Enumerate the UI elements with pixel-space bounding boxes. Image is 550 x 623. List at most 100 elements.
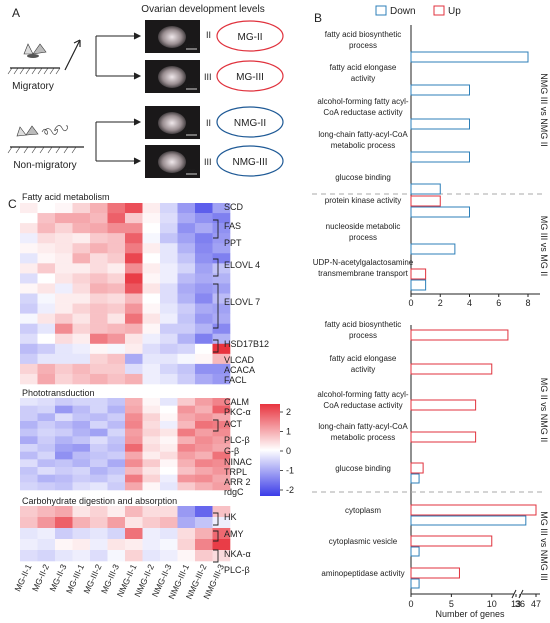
heatmap-cell (195, 459, 213, 468)
stage-label-nmg-ii: NMG-II (234, 118, 266, 129)
heatmap-cell (212, 273, 231, 284)
heatmap-cell (90, 550, 108, 562)
heatmap-cell (20, 253, 38, 264)
bottom-category-label: fatty acid biosynthetic (325, 320, 401, 329)
heatmap-cell (177, 467, 196, 475)
top-category-label: UDP-N-acetylgalactosamine (313, 258, 414, 267)
heatmap-cell (160, 405, 178, 414)
heatmap-cell (20, 506, 38, 518)
nmg-iii-ellipse (216, 145, 284, 177)
bar-up (410, 504, 537, 516)
heatmap-cell (37, 428, 56, 437)
heatmap-cell (142, 444, 161, 452)
heatmap-cell (107, 353, 126, 365)
heatmap-cell (90, 405, 108, 414)
heatmap-cell (195, 444, 213, 452)
heatmap-cell (107, 273, 126, 284)
heatmap-cell (55, 353, 73, 365)
heatmap-cell (160, 353, 178, 365)
heatmap-cell (20, 343, 38, 355)
heatmap-cell (125, 333, 143, 345)
heatmap-cell (142, 303, 161, 314)
heatmap-cell (212, 253, 231, 264)
gene-label-fatty: PPT (224, 238, 242, 248)
heatmap-cell (55, 303, 73, 314)
heatmap-cell (20, 398, 38, 406)
heatmap-cell (125, 467, 143, 475)
heatmap-cell (212, 421, 231, 429)
heatmap-cell (212, 539, 231, 551)
section-title-carbohydrate: Carbohydrate digestion and absorption (22, 496, 177, 506)
heatmap-cell (37, 283, 56, 294)
heatmap-cell (55, 273, 73, 284)
heatmap-cell (90, 413, 108, 422)
heatmap-cell (125, 482, 143, 491)
heatmap-cell (90, 223, 108, 234)
heatmap-cell (195, 539, 213, 551)
heatmap-cell (160, 243, 178, 254)
heatmap-cell (195, 467, 213, 475)
heatmap-cell (20, 517, 38, 529)
heatmap-cell (37, 421, 56, 429)
heatmap-cell (195, 213, 213, 224)
ovary-photo-nmg-iii-scale-text: 2 mm (184, 168, 196, 173)
heatmap-cell (37, 253, 56, 264)
heatmap-cell (107, 421, 126, 429)
heatmap-cell (160, 293, 178, 304)
heatmap-cell (55, 253, 73, 264)
heatmap-cell (37, 223, 56, 234)
heatmap-cell (72, 263, 91, 274)
bar-down (410, 546, 420, 557)
top-category-label: long-chain fatty-acyl-CoA (318, 130, 408, 139)
top-category-label: process (349, 233, 377, 242)
top-x-tick-label: 2 (438, 298, 443, 308)
heatmap-cell (195, 421, 213, 429)
heatmap-cell (177, 213, 196, 224)
ovary-photo-nmg-ii-tissue (158, 112, 186, 134)
heatmap-cell (212, 353, 231, 365)
heatmap-cell (72, 517, 91, 529)
heatmap-cell (20, 539, 38, 551)
heatmap-cell (37, 373, 56, 385)
heatmap-cell (142, 482, 161, 491)
heatmap-cell (142, 459, 161, 468)
heatmap-cell (195, 203, 213, 214)
stage-roman-mg-iii: III (204, 72, 212, 82)
ovary-photo-mg-iii-tissue (158, 66, 186, 88)
heatmap-cell (125, 323, 143, 335)
bar-down (410, 84, 470, 96)
panel-a: A Ovarian development levels Migratory (7, 4, 284, 178)
hk-bracket (213, 512, 219, 526)
heatmap-cell (72, 333, 91, 345)
heatmap-cell (90, 353, 108, 365)
heatmap-cell (107, 467, 126, 475)
heatmap-cell (177, 474, 196, 483)
heatmap-cell (107, 451, 126, 460)
heatmap-cell (55, 459, 73, 468)
heatmap-cell (37, 353, 56, 365)
heatmap-cell (142, 373, 161, 385)
heatmap-cell (55, 263, 73, 274)
panel-c-letter: C (8, 197, 17, 211)
heatmap-cell (195, 451, 213, 460)
heatmap-cell (142, 428, 161, 437)
heatmap-cell (107, 474, 126, 483)
non-migratory-insect-illustration (7, 125, 84, 154)
heatmap-cell (55, 451, 73, 460)
heatmap-cell (20, 436, 38, 445)
heatmap-cell (212, 398, 231, 406)
bar-up (410, 431, 477, 443)
heatmap-cell (72, 243, 91, 254)
heatmap-cell (107, 333, 126, 345)
nka-bracket (213, 549, 219, 563)
heatmap-cell (55, 550, 73, 562)
heatmap-cell (37, 405, 56, 414)
heatmap-cell (142, 203, 161, 214)
heatmap-cell (160, 474, 178, 483)
heatmap-cell (90, 303, 108, 314)
heatmap-cell (20, 213, 38, 224)
heatmap-cell (90, 313, 108, 324)
heatmap-cell (72, 482, 91, 491)
heatmap-cell (90, 363, 108, 375)
